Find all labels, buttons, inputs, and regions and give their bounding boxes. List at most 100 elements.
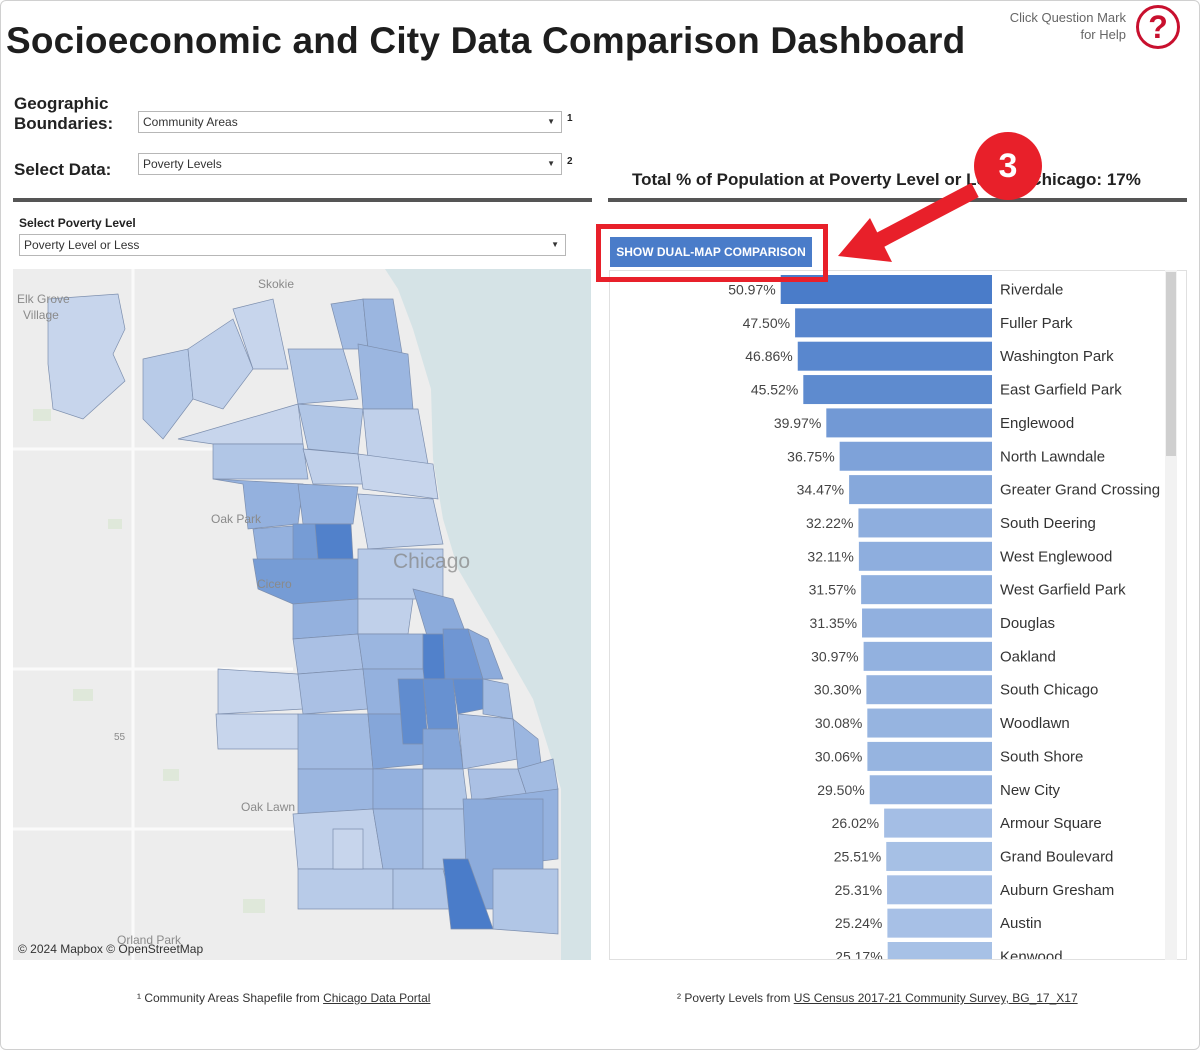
chevron-down-icon: ▼ — [551, 240, 559, 249]
community-area-shape[interactable] — [372, 768, 424, 810]
bar-value-label: 34.47% — [797, 482, 844, 498]
bar[interactable] — [867, 708, 992, 738]
community-area-shape[interactable] — [142, 348, 194, 440]
bar[interactable] — [886, 841, 992, 871]
community-area-shape[interactable] — [452, 678, 484, 715]
geo-dropdown-value: Community Areas — [143, 115, 238, 129]
bar[interactable] — [858, 541, 992, 571]
community-area-shape[interactable] — [357, 493, 444, 550]
page-title: Socioeconomic and City Data Comparison D… — [6, 20, 966, 61]
bar[interactable] — [849, 475, 992, 505]
place-label: Chicago — [393, 550, 471, 573]
bar[interactable] — [867, 741, 992, 771]
bar-category-label: Oakland — [1000, 648, 1056, 665]
community-area-shape[interactable] — [292, 633, 364, 675]
place-label: Oak Park — [211, 512, 262, 526]
community-area-shape[interactable] — [422, 728, 464, 770]
community-area-shape[interactable] — [330, 298, 369, 350]
community-area-shape[interactable] — [47, 293, 126, 420]
community-area-shape[interactable] — [297, 768, 374, 815]
place-label: Cicero — [257, 577, 292, 591]
park-area — [33, 409, 51, 421]
bar[interactable] — [826, 408, 992, 438]
bar[interactable] — [863, 641, 992, 671]
community-area-shape[interactable] — [314, 523, 354, 560]
community-area-shape[interactable] — [292, 598, 359, 640]
bar[interactable] — [861, 575, 992, 605]
community-area-shape[interactable] — [422, 633, 446, 680]
bar[interactable] — [803, 375, 992, 405]
community-area-shape[interactable] — [422, 678, 459, 730]
geographic-boundaries-dropdown[interactable]: Community Areas ▼ — [138, 111, 562, 133]
bar[interactable] — [887, 942, 992, 960]
bar-value-label: 31.57% — [809, 582, 856, 598]
bar-category-label: Auburn Gresham — [1000, 882, 1114, 899]
lake-michigan — [385, 269, 591, 960]
community-area-shape[interactable] — [232, 298, 289, 370]
bar-value-label: 25.31% — [835, 882, 882, 898]
map-canvas — [13, 269, 591, 960]
bar[interactable] — [869, 775, 992, 805]
interstate-shield-icon: 55 — [114, 732, 126, 743]
community-area-shape[interactable] — [297, 403, 364, 455]
community-area-shape[interactable] — [177, 403, 304, 445]
community-area-shape[interactable] — [357, 598, 414, 635]
bar[interactable] — [795, 308, 992, 338]
community-area-shape[interactable] — [212, 443, 309, 480]
chicago-data-portal-link[interactable]: Chicago Data Portal — [323, 991, 431, 1005]
community-area-shape[interactable] — [297, 868, 394, 910]
community-area-shape[interactable] — [187, 318, 254, 410]
select-poverty-level-label: Select Poverty Level — [19, 216, 136, 230]
help-hint-line2: for Help — [1080, 27, 1126, 42]
community-area-shape[interactable] — [297, 483, 359, 525]
bar-value-label: 25.24% — [835, 915, 882, 931]
community-area-shape[interactable] — [357, 343, 414, 410]
show-dual-map-comparison-button[interactable]: SHOW DUAL-MAP COMPARISON — [610, 237, 812, 267]
community-area-shape[interactable] — [302, 448, 364, 485]
bar-category-label: Austin — [1000, 915, 1042, 932]
chart-scrollbar-thumb[interactable] — [1166, 272, 1176, 456]
bar-value-label: 25.51% — [834, 848, 881, 864]
bar[interactable] — [887, 908, 992, 938]
help-question-icon[interactable]: ? — [1136, 5, 1180, 49]
community-area-shape[interactable] — [467, 628, 504, 680]
community-area-shape[interactable] — [457, 713, 519, 770]
bar-value-label: 47.50% — [743, 315, 790, 331]
help-hint: Click Question Mark for Help — [926, 9, 1126, 43]
community-area-shape[interactable] — [357, 453, 439, 500]
us-census-link[interactable]: US Census 2017-21 Community Survey, BG_1… — [793, 991, 1078, 1005]
footnote-left-text: ¹ Community Areas Shapefile from — [137, 991, 324, 1005]
community-area-shape[interactable] — [357, 633, 424, 670]
footnote-marker-1: 1 — [567, 113, 573, 124]
park-area — [163, 769, 179, 781]
community-area-shape[interactable] — [297, 713, 374, 770]
bar-value-label: 25.17% — [835, 949, 882, 961]
poverty-bar-chart[interactable]: 50.97% Riverdale 47.50% Fuller Park 46.86% Wa… — [609, 270, 1187, 960]
bar[interactable] — [858, 508, 992, 538]
bar[interactable] — [884, 808, 992, 838]
community-areas[interactable] — [47, 293, 559, 935]
bar[interactable] — [866, 675, 992, 705]
community-area-shape[interactable] — [215, 713, 304, 750]
community-area-shape[interactable] — [392, 868, 454, 910]
choropleth-map[interactable]: Elk Grove Village Skokie Oak Park Chicag… — [13, 269, 591, 960]
community-area-shape[interactable] — [482, 678, 514, 720]
bar-category-label: Greater Grand Crossing — [1000, 482, 1160, 499]
bar[interactable] — [839, 441, 992, 471]
bar-category-label: Woodlawn — [1000, 715, 1070, 732]
poverty-level-dropdown[interactable]: Poverty Level or Less ▼ — [19, 234, 566, 256]
select-data-dropdown[interactable]: Poverty Levels ▼ — [138, 153, 562, 175]
bar-value-label: 31.35% — [810, 615, 857, 631]
community-area-shape[interactable] — [212, 478, 304, 530]
community-area-shape[interactable] — [332, 828, 364, 870]
bar[interactable] — [887, 875, 992, 905]
community-area-shape[interactable] — [292, 523, 319, 565]
community-area-shape[interactable] — [287, 348, 359, 405]
community-area-shape[interactable] — [217, 668, 304, 715]
bar-category-label: Englewood — [1000, 415, 1074, 432]
community-area-shape[interactable] — [297, 668, 369, 715]
community-area-shape[interactable] — [422, 768, 469, 810]
community-area-shape[interactable] — [492, 868, 559, 935]
bar[interactable] — [797, 341, 992, 371]
bar[interactable] — [862, 608, 992, 638]
